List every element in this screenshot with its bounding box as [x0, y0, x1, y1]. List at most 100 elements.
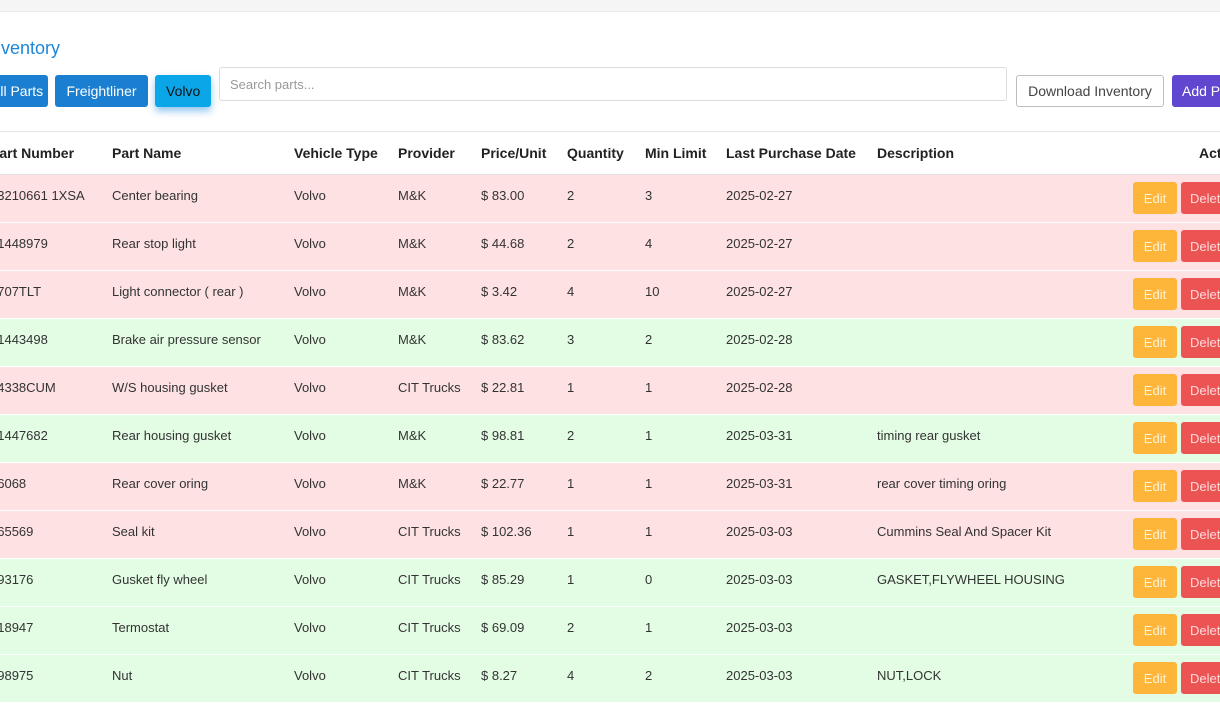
delete-button[interactable]: Delete — [1181, 518, 1220, 550]
vehicle-type-cell: Volvo — [294, 620, 326, 635]
vehicle-type-cell: Volvo — [294, 332, 326, 347]
price-cell: $ 22.77 — [481, 476, 525, 491]
column-header-quantity: Quantity — [567, 145, 624, 161]
provider-cell: M&K — [398, 428, 427, 443]
description-cell: NUT,LOCK — [877, 668, 942, 683]
filter-volvo-button[interactable]: Volvo — [155, 75, 211, 107]
part-number-cell: 398975 — [0, 668, 34, 683]
table-row: 21448979 Rear stop light Volvo M&K $ 44.68 2 4… — [0, 223, 1220, 271]
min-limit-cell: 1 — [645, 620, 653, 635]
delete-button[interactable]: Delete — [1181, 614, 1220, 646]
provider-cell: CIT Trucks — [398, 668, 461, 683]
vehicle-type-cell: Volvo — [294, 668, 326, 683]
price-cell: $ 83.00 — [481, 188, 525, 203]
delete-button[interactable]: Delete — [1181, 374, 1220, 406]
edit-button[interactable]: Edit — [1133, 614, 1177, 646]
provider-cell: CIT Trucks — [398, 572, 461, 587]
part-number-cell: 21443498 — [0, 332, 48, 347]
price-cell: $ 44.68 — [481, 236, 525, 251]
quantity-cell: 1 — [567, 476, 575, 491]
part-name-cell: Rear cover oring — [112, 476, 209, 491]
table-row: 1707TLT Light connector ( rear ) Volvo M&K $… — [0, 271, 1220, 319]
download-inventory-button[interactable]: Download Inventory — [1016, 75, 1164, 107]
column-header-price-unit: Price/Unit — [481, 145, 547, 161]
delete-button[interactable]: Delete — [1181, 230, 1220, 262]
part-name-cell: Center bearing — [112, 188, 198, 203]
table-row: 16068 Rear cover oring Volvo M&K $ 22.77 1 1 20… — [0, 463, 1220, 511]
table-body: 23210661 1XSA Center bearing Volvo M&K $ 83.… — [0, 175, 1220, 703]
edit-button[interactable]: Edit — [1133, 230, 1177, 262]
vehicle-type-cell: Volvo — [294, 236, 326, 251]
part-number-cell: 23210661 1XSA — [0, 188, 85, 203]
part-number-cell: 16068 — [0, 476, 27, 491]
delete-button[interactable]: Delete — [1181, 662, 1220, 694]
vehicle-type-cell: Volvo — [294, 572, 326, 587]
last-purchase-date-cell: 2025-03-03 — [726, 668, 793, 683]
table-row: 21443498 Brake air pressure sensor Volvo M&… — [0, 319, 1220, 367]
price-cell: $ 83.62 — [481, 332, 525, 347]
delete-button[interactable]: Delete — [1181, 470, 1220, 502]
delete-button[interactable]: Delete — [1181, 566, 1220, 598]
min-limit-cell: 0 — [645, 572, 653, 587]
part-name-cell: Termostat — [112, 620, 170, 635]
min-limit-cell: 10 — [645, 284, 660, 299]
column-header-vehicle-type: Vehicle Type — [294, 145, 378, 161]
edit-button[interactable]: Edit — [1133, 566, 1177, 598]
table-row: 393176 Gusket fly wheel Volvo CIT Trucks $ 8… — [0, 559, 1220, 607]
last-purchase-date-cell: 2025-02-28 — [726, 332, 793, 347]
table-row: 365569 Seal kit Volvo CIT Trucks $ 102.36 1 1 2… — [0, 511, 1220, 559]
delete-button[interactable]: Delete — [1181, 182, 1220, 214]
part-name-cell: Rear housing gusket — [112, 428, 232, 443]
description-cell: rear cover timing oring — [877, 476, 1007, 491]
part-number-cell: 393176 — [0, 572, 34, 587]
edit-button[interactable]: Edit — [1133, 374, 1177, 406]
edit-button[interactable]: Edit — [1133, 278, 1177, 310]
vehicle-type-cell: Volvo — [294, 380, 326, 395]
price-cell: $ 85.29 — [481, 572, 525, 587]
add-part-button[interactable]: Add Part — [1172, 75, 1220, 107]
part-name-cell: Brake air pressure sensor — [112, 332, 261, 347]
table-row: 23210661 1XSA Center bearing Volvo M&K $ 83.… — [0, 175, 1220, 223]
edit-button[interactable]: Edit — [1133, 326, 1177, 358]
filter-freightliner-button[interactable]: Freightliner — [55, 75, 148, 107]
filter-all-parts-button[interactable]: All Parts — [0, 75, 48, 107]
last-purchase-date-cell: 2025-02-27 — [726, 236, 793, 251]
edit-button[interactable]: Edit — [1133, 662, 1177, 694]
edit-button[interactable]: Edit — [1133, 182, 1177, 214]
edit-button[interactable]: Edit — [1133, 518, 1177, 550]
edit-button[interactable]: Edit — [1133, 470, 1177, 502]
price-cell: $ 8.27 — [481, 668, 518, 683]
part-number-cell: 365569 — [0, 524, 34, 539]
page-title: Inventory — [0, 38, 61, 58]
provider-cell: M&K — [398, 332, 427, 347]
column-header-part-name: Part Name — [112, 145, 182, 161]
quantity-cell: 1 — [567, 524, 575, 539]
description-cell: timing rear gusket — [877, 428, 981, 443]
last-purchase-date-cell: 2025-02-27 — [726, 188, 793, 203]
last-purchase-date-cell: 2025-03-03 — [726, 524, 793, 539]
provider-cell: CIT Trucks — [398, 524, 461, 539]
column-header-last-purchase-date: Last Purchase Date — [726, 145, 856, 161]
quantity-cell: 2 — [567, 188, 575, 203]
column-header-actions: Actions — [1199, 145, 1220, 161]
column-header-provider: Provider — [398, 145, 455, 161]
quantity-cell: 2 — [567, 620, 575, 635]
price-cell: $ 102.36 — [481, 524, 532, 539]
table-row: 21447682 Rear housing gusket Volvo M&K $ 98.… — [0, 415, 1220, 463]
min-limit-cell: 1 — [645, 524, 653, 539]
part-number-cell: 84338CUM — [0, 380, 56, 395]
quantity-cell: 4 — [567, 668, 575, 683]
delete-button[interactable]: Delete — [1181, 422, 1220, 454]
delete-button[interactable]: Delete — [1181, 278, 1220, 310]
price-cell: $ 22.81 — [481, 380, 525, 395]
top-bar — [0, 0, 1220, 12]
search-input[interactable] — [219, 67, 1007, 101]
quantity-cell: 1 — [567, 572, 575, 587]
part-name-cell: Light connector ( rear ) — [112, 284, 244, 299]
quantity-cell: 3 — [567, 332, 575, 347]
part-number-cell: 318947 — [0, 620, 34, 635]
table-row: 84338CUM W/S housing gusket Volvo CIT Truck… — [0, 367, 1220, 415]
delete-button[interactable]: Delete — [1181, 326, 1220, 358]
description-cell: Cummins Seal And Spacer Kit — [877, 524, 1052, 539]
edit-button[interactable]: Edit — [1133, 422, 1177, 454]
